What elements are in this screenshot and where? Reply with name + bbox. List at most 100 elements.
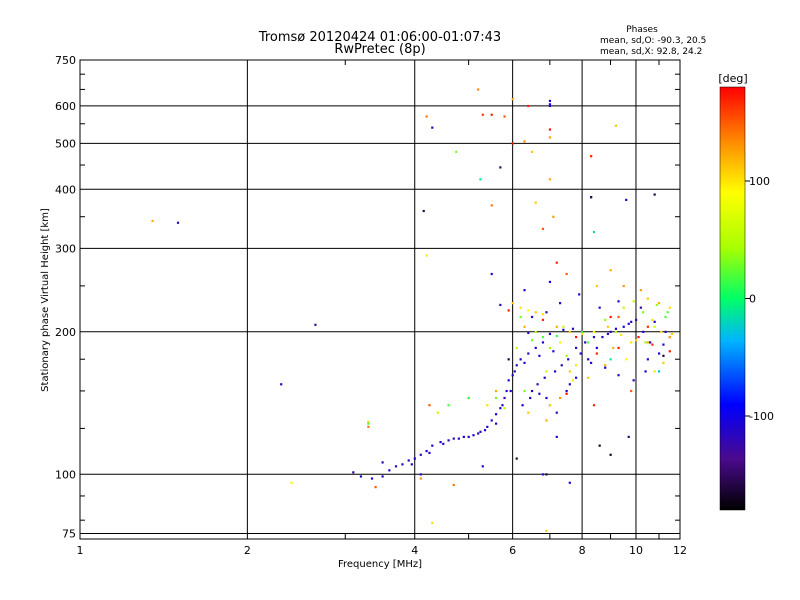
data-point [536, 383, 539, 386]
data-point [565, 354, 568, 357]
data-point [367, 420, 370, 424]
data-point [425, 115, 428, 118]
data-point [598, 444, 601, 447]
data-point [410, 463, 413, 466]
data-point [509, 389, 512, 393]
data-point [653, 370, 656, 373]
data-point [644, 370, 647, 373]
y-axis-ticks: 75 100 200 300 400 500 600 750 [55, 54, 680, 540]
data-point [530, 150, 534, 153]
data-point [644, 341, 647, 344]
data-point [620, 333, 623, 337]
data-point [609, 315, 612, 319]
data-point [541, 341, 545, 344]
data-point [527, 331, 530, 335]
data-point [625, 358, 628, 361]
data-point [490, 113, 493, 116]
data-point [507, 379, 510, 382]
data-point [370, 477, 374, 480]
data-point [545, 419, 548, 422]
data-point [280, 383, 283, 386]
data-point [545, 396, 548, 400]
data-point [419, 453, 422, 456]
data-point [541, 313, 545, 316]
data-point [651, 318, 654, 321]
data-point [662, 354, 665, 357]
colorbar-tick-label: 100 [749, 175, 770, 188]
data-point [543, 376, 546, 379]
data-point [651, 343, 654, 346]
data-point [494, 413, 498, 416]
data-point [490, 204, 493, 207]
data-point [290, 481, 293, 484]
data-point [634, 318, 638, 321]
data-point [436, 411, 439, 414]
data-point [467, 396, 470, 400]
data-point [655, 303, 658, 307]
data-point [501, 404, 504, 407]
data-point [592, 404, 596, 407]
data-point [507, 309, 510, 312]
data-point [639, 306, 642, 309]
data-point [519, 358, 522, 361]
data-point [523, 140, 526, 143]
x-tick-label: 12 [673, 544, 687, 557]
y-tick-label: 300 [55, 242, 76, 255]
colorbar-ticks: 100 0 -100 [745, 175, 774, 423]
data-point [632, 300, 635, 303]
data-point [565, 392, 568, 395]
data-point [587, 376, 590, 379]
data-point [630, 389, 633, 393]
data-point [455, 150, 458, 153]
data-point [606, 325, 610, 328]
data-point [452, 483, 455, 487]
data-point [151, 219, 154, 223]
data-point [314, 323, 317, 326]
data-point [507, 358, 510, 361]
data-point [609, 358, 612, 361]
data-point [401, 463, 404, 466]
data-point [568, 330, 571, 333]
x-tick-label: 4 [411, 544, 418, 557]
data-point [565, 389, 568, 393]
data-point [548, 136, 552, 139]
data-point [515, 457, 518, 460]
data-point [428, 404, 431, 407]
data-point [592, 230, 596, 234]
data-point [552, 215, 555, 218]
data-point [627, 322, 630, 325]
data-point [494, 389, 498, 393]
data-point [548, 332, 552, 336]
data-point [587, 341, 590, 344]
data-point [505, 389, 508, 393]
data-point [529, 396, 532, 400]
data-point [555, 325, 558, 328]
data-point [664, 330, 667, 333]
data-point [617, 346, 620, 350]
data-point [394, 465, 398, 468]
data-point [511, 302, 514, 305]
data-point [555, 411, 558, 414]
data-point [646, 297, 649, 300]
data-point [467, 435, 470, 439]
y-tick-label: 750 [55, 54, 76, 67]
data-point [442, 442, 445, 445]
data-point [548, 280, 552, 284]
data-point [413, 457, 416, 460]
y-axis-label: Stationary phase Virtual Height [km] [40, 208, 51, 392]
data-point [574, 376, 578, 379]
data-point [598, 306, 601, 309]
data-point [548, 128, 552, 131]
data-point [555, 261, 558, 264]
data-point [359, 475, 363, 478]
data-point [523, 289, 526, 292]
data-point [462, 435, 465, 439]
data-point [425, 449, 428, 453]
data-point [419, 477, 422, 480]
data-point [534, 311, 537, 314]
data-point [545, 529, 548, 532]
data-point [584, 341, 587, 344]
chart-subtitle: RwPretec (8p) [334, 42, 425, 57]
data-point [657, 370, 661, 373]
data-point [499, 166, 502, 169]
